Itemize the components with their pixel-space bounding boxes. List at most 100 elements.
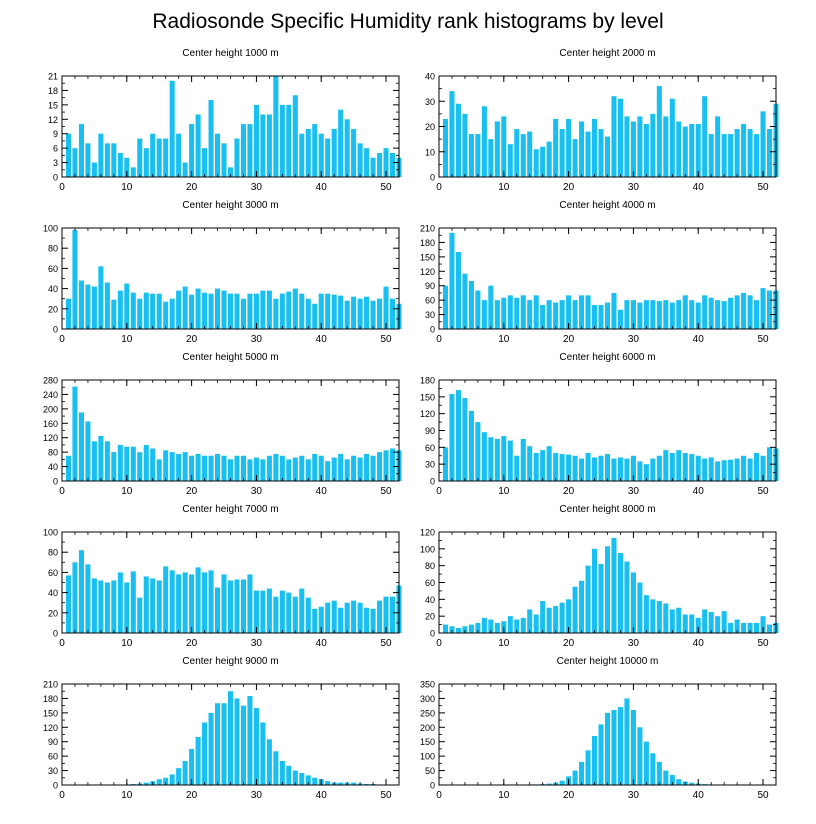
histogram-bar: [734, 619, 740, 633]
histogram-bar: [462, 273, 468, 329]
y-tick-label: 0: [430, 781, 435, 791]
histogram-bar: [527, 300, 533, 329]
histogram-bar: [630, 455, 636, 481]
histogram-bar: [253, 104, 259, 177]
histogram-bar: [169, 80, 175, 177]
histogram-bar: [325, 461, 331, 481]
y-tick-label: 120: [43, 723, 58, 733]
histogram-bar: [630, 709, 636, 785]
histogram-bar: [227, 580, 234, 633]
histogram-bar: [527, 131, 533, 177]
x-tick-label: 40: [316, 638, 328, 649]
histogram-bar: [650, 753, 656, 785]
y-tick-label: 40: [425, 595, 435, 605]
y-tick-label: 60: [48, 568, 58, 578]
histogram-bar: [221, 574, 227, 633]
chart-panel: Center height 4000 m 0 10 20 30 40 50 0 30 60 90 12…: [420, 200, 779, 345]
histogram-bar: [331, 294, 337, 329]
histogram-bar: [299, 293, 305, 329]
histogram-bar: [299, 772, 305, 785]
histogram-bar: [370, 300, 376, 329]
histogram-bar: [462, 113, 468, 177]
histogram-bar: [351, 600, 357, 633]
histogram-bar: [247, 574, 253, 633]
histogram-bar: [182, 452, 188, 481]
histogram-bar: [449, 394, 455, 481]
histogram-bar: [766, 447, 773, 481]
histogram-bar: [527, 609, 533, 633]
histogram-bar: [195, 453, 201, 481]
histogram-bar: [494, 300, 500, 329]
histogram-bar: [449, 626, 455, 633]
y-tick-label: 180: [420, 238, 435, 248]
y-tick-label: 240: [43, 390, 58, 400]
y-tick-label: 0: [53, 173, 58, 183]
y-tick-label: 30: [48, 766, 58, 776]
x-tick-label: 40: [693, 334, 705, 345]
histogram-bar: [546, 783, 552, 785]
histogram-bar: [663, 770, 669, 785]
histogram-bar: [78, 280, 84, 329]
y-tick-label: 120: [420, 409, 435, 419]
y-tick-label: 60: [48, 752, 58, 762]
histogram-bar: [624, 698, 630, 785]
histogram-bar: [91, 441, 97, 481]
histogram-bar: [117, 572, 123, 633]
histogram-bar: [721, 134, 727, 177]
y-tick-label: 0: [53, 781, 58, 791]
histogram-bar: [370, 608, 376, 633]
histogram-bar: [364, 296, 370, 329]
panel-title: Center height 8000 m: [559, 504, 655, 515]
histogram-bar: [292, 770, 298, 785]
y-tick-label: 40: [48, 284, 58, 294]
histogram-bar: [130, 292, 136, 329]
histogram-bar: [611, 537, 617, 633]
x-tick-label: 40: [693, 182, 705, 193]
histogram-bar: [695, 455, 701, 481]
histogram-bar: [766, 129, 773, 177]
histogram-bar: [669, 774, 675, 785]
histogram-bar: [721, 460, 727, 481]
histogram-bar: [637, 461, 643, 481]
histogram-bar: [124, 582, 130, 633]
histogram-bar: [669, 452, 675, 481]
histogram-bar: [481, 432, 487, 481]
histogram-bar: [163, 566, 169, 633]
histogram-bar: [676, 300, 682, 329]
histogram-bar: [143, 444, 149, 481]
histogram-bar: [364, 607, 370, 633]
histogram-bar: [72, 230, 78, 329]
histogram-bar: [572, 139, 578, 177]
histogram-bar: [682, 614, 688, 633]
histogram-bar: [305, 128, 311, 177]
histogram-bar: [579, 458, 585, 481]
panel-title: Center height 4000 m: [559, 200, 655, 211]
histogram-bar: [312, 608, 318, 633]
histogram-bar: [455, 252, 461, 329]
histogram-bar: [286, 765, 292, 785]
x-tick-label: 0: [436, 334, 442, 345]
x-tick-label: 10: [498, 486, 510, 497]
y-tick-label: 250: [420, 708, 435, 718]
histogram-bar: [215, 133, 221, 177]
histogram-bar: [715, 300, 721, 329]
histogram-bar: [247, 124, 253, 177]
y-tick-label: 30: [425, 97, 435, 107]
histogram-bar: [507, 295, 513, 329]
chart-panel: Center height 10000 m 0 10 20 30 40 50 0 50 100 15…: [420, 656, 777, 801]
y-tick-label: 80: [48, 448, 58, 458]
histogram-bar: [318, 133, 324, 177]
histogram-bar: [357, 602, 363, 633]
histogram-bar: [195, 114, 201, 177]
histogram-bar: [215, 288, 221, 329]
histogram-bar: [617, 707, 623, 785]
histogram-bar: [728, 459, 734, 481]
histogram-bar: [176, 574, 182, 633]
x-tick-label: 30: [251, 334, 263, 345]
histogram-bar: [344, 300, 350, 329]
histogram-bar: [604, 546, 611, 633]
histogram-bar: [546, 300, 552, 329]
histogram-bar: [156, 779, 162, 785]
x-tick-label: 30: [251, 486, 263, 497]
histogram-bar: [702, 458, 708, 481]
